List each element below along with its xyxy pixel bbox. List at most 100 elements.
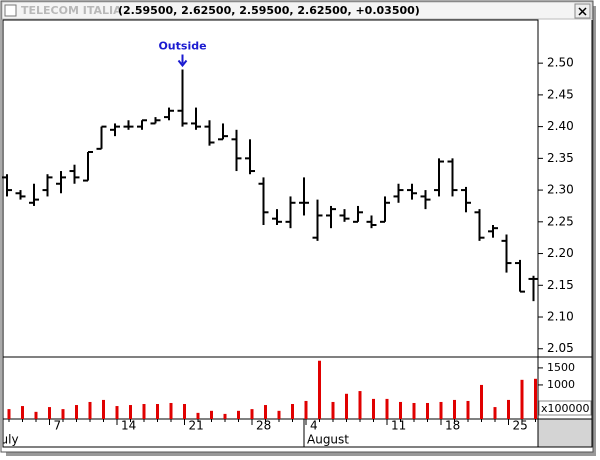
y-tick-label: 2.10 — [547, 310, 574, 324]
x-tick-label: 11 — [391, 419, 406, 433]
y-tick-label: 1500 — [547, 361, 575, 374]
ohlc-bar — [312, 199, 323, 241]
volume-bar — [358, 391, 362, 419]
ohlc-bar — [420, 190, 431, 210]
volume-bar — [439, 401, 443, 419]
volume-bar — [520, 379, 524, 419]
ohlc-bar — [474, 209, 485, 241]
plot-area — [2, 19, 539, 448]
volume-bar — [75, 405, 78, 419]
ohlc-bar — [2, 174, 12, 197]
ohlc-bar — [137, 119, 147, 130]
window-icon — [4, 4, 17, 17]
ohlc-bar — [380, 196, 390, 223]
volume-bar — [196, 412, 200, 419]
ohlc-bar — [285, 196, 296, 229]
ohlc-bar — [407, 183, 417, 200]
ohlc-bar — [83, 151, 93, 182]
volume-bar — [318, 360, 321, 419]
x-tick-label: 7 — [54, 419, 62, 433]
ohlc-bar — [366, 215, 377, 229]
ohlc-bar — [515, 259, 525, 293]
volume-bar — [277, 410, 281, 419]
y-tick-label: 2.25 — [547, 214, 574, 228]
volume-bar — [210, 410, 213, 419]
ohlc-bar — [123, 120, 134, 130]
x-tick-label: 14 — [121, 419, 136, 433]
volume-bar — [250, 409, 254, 419]
close-icon[interactable] — [578, 7, 587, 16]
volume-bar — [237, 410, 240, 419]
ohlc-bar — [204, 120, 215, 146]
x-tick-label: 25 — [513, 419, 528, 433]
ohlc-bar — [272, 209, 282, 225]
volume-bar — [183, 404, 186, 419]
y-tick-label: 2.05 — [547, 341, 574, 355]
ohlc-bar — [42, 174, 53, 197]
volume-bar — [48, 407, 51, 419]
ohlc-bar — [461, 186, 471, 213]
ohlc-bar — [528, 275, 539, 302]
ohlc-bar — [231, 129, 242, 172]
volume-bar — [142, 404, 146, 419]
ohlc-bar — [177, 69, 188, 127]
volume-bar — [466, 400, 470, 419]
unit-box — [538, 400, 592, 416]
ohlc-bar — [501, 234, 512, 273]
volume-bar — [453, 399, 456, 419]
volume-bar — [534, 378, 537, 419]
volume-bar — [507, 399, 510, 419]
x-tick-label: 21 — [189, 419, 204, 433]
x-tick-label: 4 — [310, 419, 318, 433]
volume-bar — [223, 413, 227, 419]
volume-bar — [345, 393, 348, 419]
volume-bar — [88, 401, 92, 419]
ohlc-bar — [299, 177, 309, 216]
annotation: Outside — [158, 40, 206, 53]
ohlc-bar — [29, 183, 39, 206]
ohlc-bar — [15, 190, 26, 200]
ohlc-bar — [110, 123, 120, 137]
volume-bar — [426, 402, 429, 419]
unit-label: x100000 — [541, 402, 590, 415]
title-bar — [1, 1, 593, 20]
volume-bar — [21, 406, 24, 419]
ohlc-bar — [434, 158, 444, 197]
ohlc-bar — [150, 117, 161, 125]
volume-bar — [493, 407, 497, 419]
volume-bar — [291, 404, 294, 419]
y-tick-label: 2.35 — [547, 151, 574, 165]
volume-bar — [372, 398, 375, 419]
volume-bar — [385, 398, 389, 419]
ohlc-bar — [191, 107, 201, 130]
window-title: TELECOM ITALIA — [21, 4, 122, 17]
volume-bar — [115, 406, 119, 419]
volume-bar — [264, 405, 267, 419]
ohlc-bar — [326, 205, 336, 229]
y-tick-label: 2.30 — [547, 183, 574, 197]
ohlc-bar — [245, 139, 255, 175]
y-tick-label: 1000 — [547, 378, 575, 391]
volume-bar — [156, 404, 159, 419]
y-tick-label: 2.45 — [547, 87, 574, 101]
annotation-arrow — [177, 54, 188, 68]
ohlc-bar — [218, 123, 228, 141]
volume-bar — [304, 400, 308, 419]
y-tick-label: 2.40 — [547, 119, 574, 133]
ohlc-bar — [353, 205, 363, 223]
ohlc-bar — [258, 177, 269, 225]
volume-bar — [399, 401, 402, 419]
close-button[interactable] — [574, 3, 591, 19]
x-tick-label: 18 — [445, 419, 460, 433]
corner-box — [537, 418, 593, 448]
volume-bar — [34, 411, 38, 419]
volume-bar — [331, 401, 335, 419]
volume-bar — [61, 409, 65, 419]
month-label: August — [307, 433, 349, 447]
ohlc-bar — [447, 158, 458, 197]
ohlc-bar — [164, 107, 174, 121]
y-tick-label: 2.50 — [547, 56, 574, 70]
volume-bar — [169, 402, 173, 419]
